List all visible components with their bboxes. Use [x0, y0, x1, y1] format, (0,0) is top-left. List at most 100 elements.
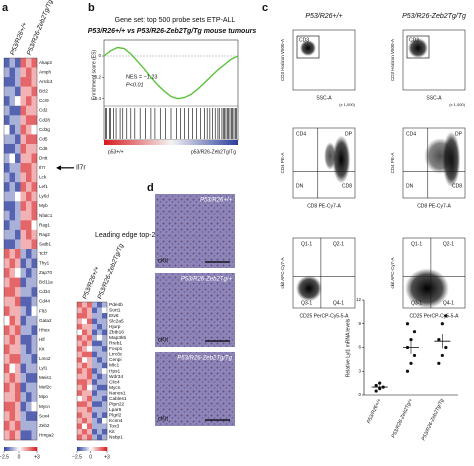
cell-cloud	[424, 138, 457, 174]
gene-label: Zap70	[39, 270, 52, 275]
heatmap-cell	[4, 134, 10, 145]
heatmap-cell	[20, 258, 27, 269]
nes: NES = −1.23	[126, 74, 158, 80]
point	[405, 322, 410, 326]
gate	[406, 35, 430, 59]
heatmap-cell	[26, 239, 32, 250]
gene-label: Kit	[39, 346, 45, 351]
point	[440, 322, 444, 326]
heatmap-cell	[15, 229, 21, 240]
heatmap-cell	[9, 172, 16, 183]
heatmap-cell	[15, 172, 21, 183]
heatmap-cell	[26, 315, 32, 326]
gene-label: Amph	[39, 70, 51, 75]
heatmap-cell	[26, 191, 32, 202]
heatmap-cell	[20, 382, 27, 393]
gate-label: CD8	[452, 183, 462, 189]
heatmap-cell	[31, 315, 38, 326]
histology-image	[155, 194, 235, 268]
panel-label: c	[262, 2, 268, 14]
heatmap-cell	[9, 229, 16, 240]
heatmap-cell	[97, 351, 103, 358]
heatmap-cell	[31, 382, 38, 393]
gate	[296, 35, 320, 59]
flow-ylabel: CD4 PE-A	[390, 153, 395, 174]
heatmap-cell	[77, 401, 83, 408]
heatmap-cell	[15, 344, 21, 355]
heatmap-cell	[102, 401, 108, 408]
gene-label: Etv6	[109, 313, 119, 319]
heatmap-cell	[9, 296, 16, 307]
heatmap-cell	[92, 379, 98, 385]
flow-xlabel: SSC-A	[316, 95, 332, 101]
heatmap-cell	[26, 67, 32, 78]
heatmap-cell	[26, 334, 32, 345]
gene-label: Ccr9	[39, 98, 49, 103]
heatmap-cell	[26, 96, 32, 106]
heatmap-cell	[15, 392, 21, 402]
heatmap-cell	[9, 249, 16, 259]
heatmap-cell	[9, 67, 16, 78]
heatmap-cell	[15, 401, 21, 412]
gate-label: CD8	[342, 183, 352, 189]
heatmap-cell	[9, 220, 16, 231]
gate-label: Q3-1	[411, 300, 422, 306]
histology-title: P53/R26+/+	[200, 198, 233, 204]
heatmap-cell	[9, 363, 16, 374]
heatmap-cell	[92, 329, 98, 336]
heatmap-cell	[15, 124, 21, 135]
heatmap-cell	[31, 229, 38, 240]
point	[412, 330, 417, 334]
heatmap-cell	[77, 434, 83, 441]
point	[444, 345, 448, 350]
colorbar-cell	[4, 447, 6, 451]
colorbar-cell	[77, 447, 79, 451]
point	[374, 389, 378, 393]
heatmap-cell	[4, 325, 10, 336]
heatmap-cell	[97, 335, 103, 341]
colorbar-cell	[102, 447, 105, 451]
colorbar-cell	[32, 447, 34, 451]
heatmap-cell	[15, 258, 21, 269]
heatmap-cell	[20, 239, 27, 250]
heatmap-cell	[15, 143, 21, 154]
heatmap-cell	[15, 430, 21, 441]
heatmap-frame	[76, 301, 108, 441]
heatmap-cell	[15, 134, 21, 145]
rank-gradient	[104, 140, 238, 145]
heatmap-cell	[20, 96, 27, 106]
colorbar-label: +3	[34, 454, 40, 460]
heatmap-cell	[31, 354, 38, 364]
colorbar-cell	[30, 447, 33, 451]
heatmap-cell	[4, 229, 10, 240]
heatmap-cell	[9, 105, 16, 116]
colorbar-cell	[93, 447, 96, 451]
colorbar-cell	[92, 447, 94, 451]
gene-label: Cd34	[39, 289, 50, 294]
heatmap-cell	[102, 434, 108, 441]
heatmap-cell	[15, 96, 21, 106]
heatmap-cell	[9, 96, 16, 106]
heatmap-cell	[15, 354, 21, 364]
heatmap-cell	[4, 268, 10, 278]
heatmap-cell	[31, 430, 38, 441]
gate-label: Q1-1	[411, 241, 422, 247]
heatmap-cell	[20, 249, 27, 259]
heatmap-cell	[4, 201, 10, 211]
heatmap-cell	[77, 313, 83, 319]
gene-label: Rag1	[39, 222, 50, 227]
point	[409, 361, 413, 365]
heatmap-cell	[31, 163, 38, 173]
gate-label: CD3	[299, 37, 309, 43]
heatmap-cell	[92, 384, 98, 391]
gate-label: Q4-1	[443, 300, 454, 306]
y-axis-label: Enrichment score (ES)	[91, 50, 97, 101]
gene-label: Nsbp1	[109, 435, 123, 441]
heatmap-cell	[4, 153, 10, 164]
heatmap-cell	[26, 411, 32, 422]
heatmap-cell	[9, 392, 16, 402]
histology-stain: cKit	[158, 338, 168, 344]
heatmap-cell	[31, 401, 38, 412]
heatmap-cell	[26, 134, 32, 145]
histology-stain: cKit	[158, 259, 168, 265]
